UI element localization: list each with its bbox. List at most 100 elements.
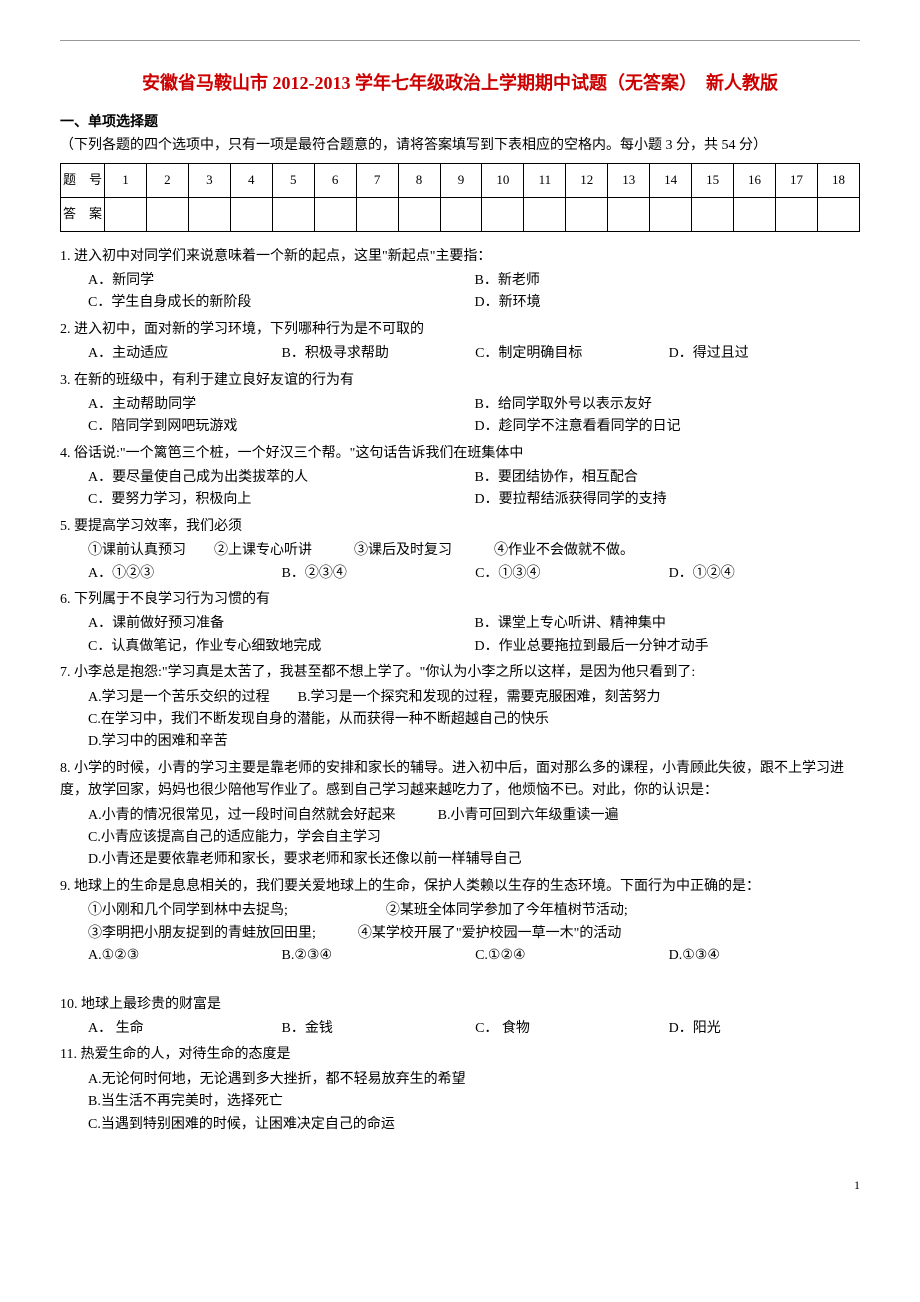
q7-opt-d: D.学习中的困难和辛苦 [60,731,860,753]
answer-cell [817,197,859,231]
q5-opt-d: D．①②④ [669,563,847,585]
q10-opt-c: C． 食物 [475,1018,653,1040]
col-num: 3 [188,163,230,197]
q4-opt-a: A．要尽量使自己成为出类拔萃的人 [88,467,459,489]
question-10: 10. 地球上最珍贵的财富是 [60,994,860,1016]
document-title: 安徽省马鞍山市 2012-2013 学年七年级政治上学期期中试题（无答案） 新人… [60,71,860,96]
answer-cell [734,197,776,231]
q2-opt-c: C．制定明确目标 [475,343,653,365]
row-label: 答 案 [61,197,105,231]
answer-cell [776,197,818,231]
answer-cell [188,197,230,231]
q4-options: A．要尽量使自己成为出类拔萃的人 B．要团结协作，相互配合 C．要努力学习，积极… [60,467,860,512]
answer-cell [692,197,734,231]
q1-opt-d: D．新环境 [475,292,846,314]
answer-cell [146,197,188,231]
q3-opt-c: C．陪同学到网吧玩游戏 [88,416,459,438]
q7-opt-c: C.在学习中，我们不断发现自身的潜能，从而获得一种不断超越自己的快乐 [60,709,860,731]
answer-cell [105,197,147,231]
question-4: 4. 俗话说:"一个篱笆三个桩，一个好汉三个帮。"这句话告诉我们在班集体中 [60,443,860,465]
col-num: 11 [524,163,566,197]
answer-sheet-table: 题 号 1 2 3 4 5 6 7 8 9 10 11 12 13 14 15 … [60,163,860,232]
q4-opt-d: D．要拉帮结派获得同学的支持 [475,489,846,511]
question-11: 11. 热爱生命的人，对待生命的态度是 [60,1044,860,1066]
question-3: 3. 在新的班级中，有利于建立良好友谊的行为有 [60,370,860,392]
col-num: 12 [566,163,608,197]
col-num: 2 [146,163,188,197]
page-number: 1 [60,1176,860,1195]
q5-opt-a: A．①②③ [88,563,266,585]
q6-opt-d: D．作业总要拖拉到最后一分钟才动手 [475,636,846,658]
answer-cell [314,197,356,231]
answer-cell [398,197,440,231]
col-num: 10 [482,163,524,197]
q9-opt-b: B.②③④ [282,945,460,967]
answer-cell [440,197,482,231]
col-num: 9 [440,163,482,197]
answer-cell [482,197,524,231]
col-num: 15 [692,163,734,197]
q8-opt-c: C.小青应该提高自己的适应能力，学会自主学习 [60,827,860,849]
q8-opt-ab: A.小青的情况很常见，过一段时间自然就会好起来 B.小青可回到六年级重读一遍 [60,805,860,827]
q2-opt-a: A．主动适应 [88,343,266,365]
q2-options: A．主动适应 B．积极寻求帮助 C．制定明确目标 D．得过且过 [60,343,860,365]
q10-opt-b: B．金钱 [282,1018,460,1040]
q5-opt-b: B．②③④ [282,563,460,585]
answer-cell [566,197,608,231]
top-divider [60,40,860,41]
q3-options: A．主动帮助同学 B．给同学取外号以表示友好 C．陪同学到网吧玩游戏 D．趁同学… [60,394,860,439]
q4-opt-b: B．要团结协作，相互配合 [475,467,846,489]
col-num: 18 [817,163,859,197]
col-num: 6 [314,163,356,197]
q10-opt-d: D．阳光 [669,1018,847,1040]
q3-opt-b: B．给同学取外号以表示友好 [475,394,846,416]
q4-opt-c: C．要努力学习，积极向上 [88,489,459,511]
q5-items: ①课前认真预习 ②上课专心听讲 ③课后及时复习 ④作业不会做就不做。 [60,540,860,562]
q1-options: A．新同学 B．新老师 C．学生自身成长的新阶段 D．新环境 [60,270,860,315]
section-heading: 一、单项选择题（下列各题的四个选项中，只有一项是最符合题意的，请将答案填写到下表… [60,112,860,157]
q6-opt-c: C．认真做笔记，作业专心细致地完成 [88,636,459,658]
col-num: 1 [105,163,147,197]
answer-cell [524,197,566,231]
q9-options: A.①②③ B.②③④ C.①②④ D.①③④ [60,945,860,967]
q9-opt-d: D.①③④ [669,945,847,967]
col-num: 7 [356,163,398,197]
col-num: 16 [734,163,776,197]
q7-opt-ab: A.学习是一个苦乐交织的过程 B.学习是一个探究和发现的过程，需要克服困难，刻苦… [60,687,860,709]
q9-items2: ③李明把小朋友捉到的青蛙放回田里; ④某学校开展了"爱护校园一草一木"的活动 [60,923,860,945]
question-5: 5. 要提高学习效率，我们必须 [60,516,860,538]
answer-cell [272,197,314,231]
table-row-answers: 答 案 [61,197,860,231]
q3-opt-d: D．趁同学不注意看看同学的日记 [475,416,846,438]
q11-opt-b: B.当生活不再完美时，选择死亡 [60,1091,860,1113]
q1-opt-a: A．新同学 [88,270,459,292]
q5-opt-c: C．①③④ [475,563,653,585]
section-rest: （下列各题的四个选项中，只有一项是最符合题意的，请将答案填写到下表相应的空格内。… [60,138,767,153]
col-num: 17 [776,163,818,197]
row-label: 题 号 [61,163,105,197]
question-2: 2. 进入初中，面对新的学习环境，下列哪种行为是不可取的 [60,319,860,341]
q9-opt-a: A.①②③ [88,945,266,967]
question-7: 7. 小李总是抱怨:"学习真是太苦了，我甚至都不想上学了。"你认为小李之所以这样… [60,662,860,684]
q11-opt-c: C.当遇到特别困难的时候，让困难决定自己的命运 [60,1114,860,1136]
answer-cell [230,197,272,231]
q10-opt-a: A． 生命 [88,1018,266,1040]
col-num: 5 [272,163,314,197]
col-num: 4 [230,163,272,197]
q1-opt-b: B．新老师 [475,270,846,292]
q1-opt-c: C．学生自身成长的新阶段 [88,292,459,314]
q11-opt-a: A.无论何时何地，无论遇到多大挫折，都不轻易放弃生的希望 [60,1069,860,1091]
answer-cell [608,197,650,231]
q8-opt-d: D.小青还是要依靠老师和家长，要求老师和家长还像以前一样辅导自己 [60,849,860,871]
q6-opt-b: B．课堂上专心听讲、精神集中 [475,613,846,635]
question-6: 6. 下列属于不良学习行为习惯的有 [60,589,860,611]
question-8: 8. 小学的时候，小青的学习主要是靠老师的安排和家长的辅导。进入初中后，面对那么… [60,758,860,803]
answer-cell [356,197,398,231]
question-9: 9. 地球上的生命是息息相关的，我们要关爱地球上的生命，保护人类赖以生存的生态环… [60,876,860,898]
col-num: 14 [650,163,692,197]
q2-opt-d: D．得过且过 [669,343,847,365]
col-num: 13 [608,163,650,197]
question-1: 1. 进入初中对同学们来说意味着一个新的起点，这里"新起点"主要指： [60,246,860,268]
table-row-header: 题 号 1 2 3 4 5 6 7 8 9 10 11 12 13 14 15 … [61,163,860,197]
q9-opt-c: C.①②④ [475,945,653,967]
